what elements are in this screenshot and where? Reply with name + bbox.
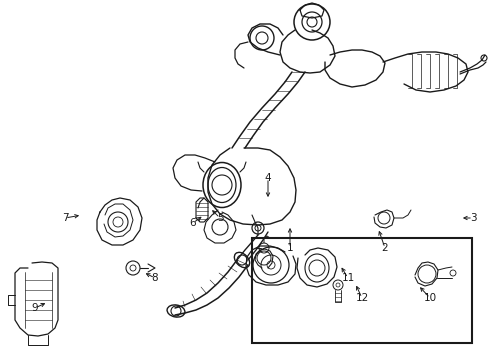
Text: 5: 5 [216, 213, 223, 223]
Text: 10: 10 [423, 293, 436, 303]
Text: 9: 9 [32, 303, 38, 313]
Text: 7: 7 [61, 213, 68, 223]
Text: 11: 11 [341, 273, 354, 283]
Bar [251, 238, 471, 343]
Text: 2: 2 [381, 243, 387, 253]
Text: 12: 12 [355, 293, 368, 303]
Text: 4: 4 [264, 173, 271, 183]
Text: 3: 3 [469, 213, 475, 223]
Text: 1: 1 [286, 243, 293, 253]
Text: 6: 6 [189, 218, 196, 228]
Text: 8: 8 [151, 273, 158, 283]
